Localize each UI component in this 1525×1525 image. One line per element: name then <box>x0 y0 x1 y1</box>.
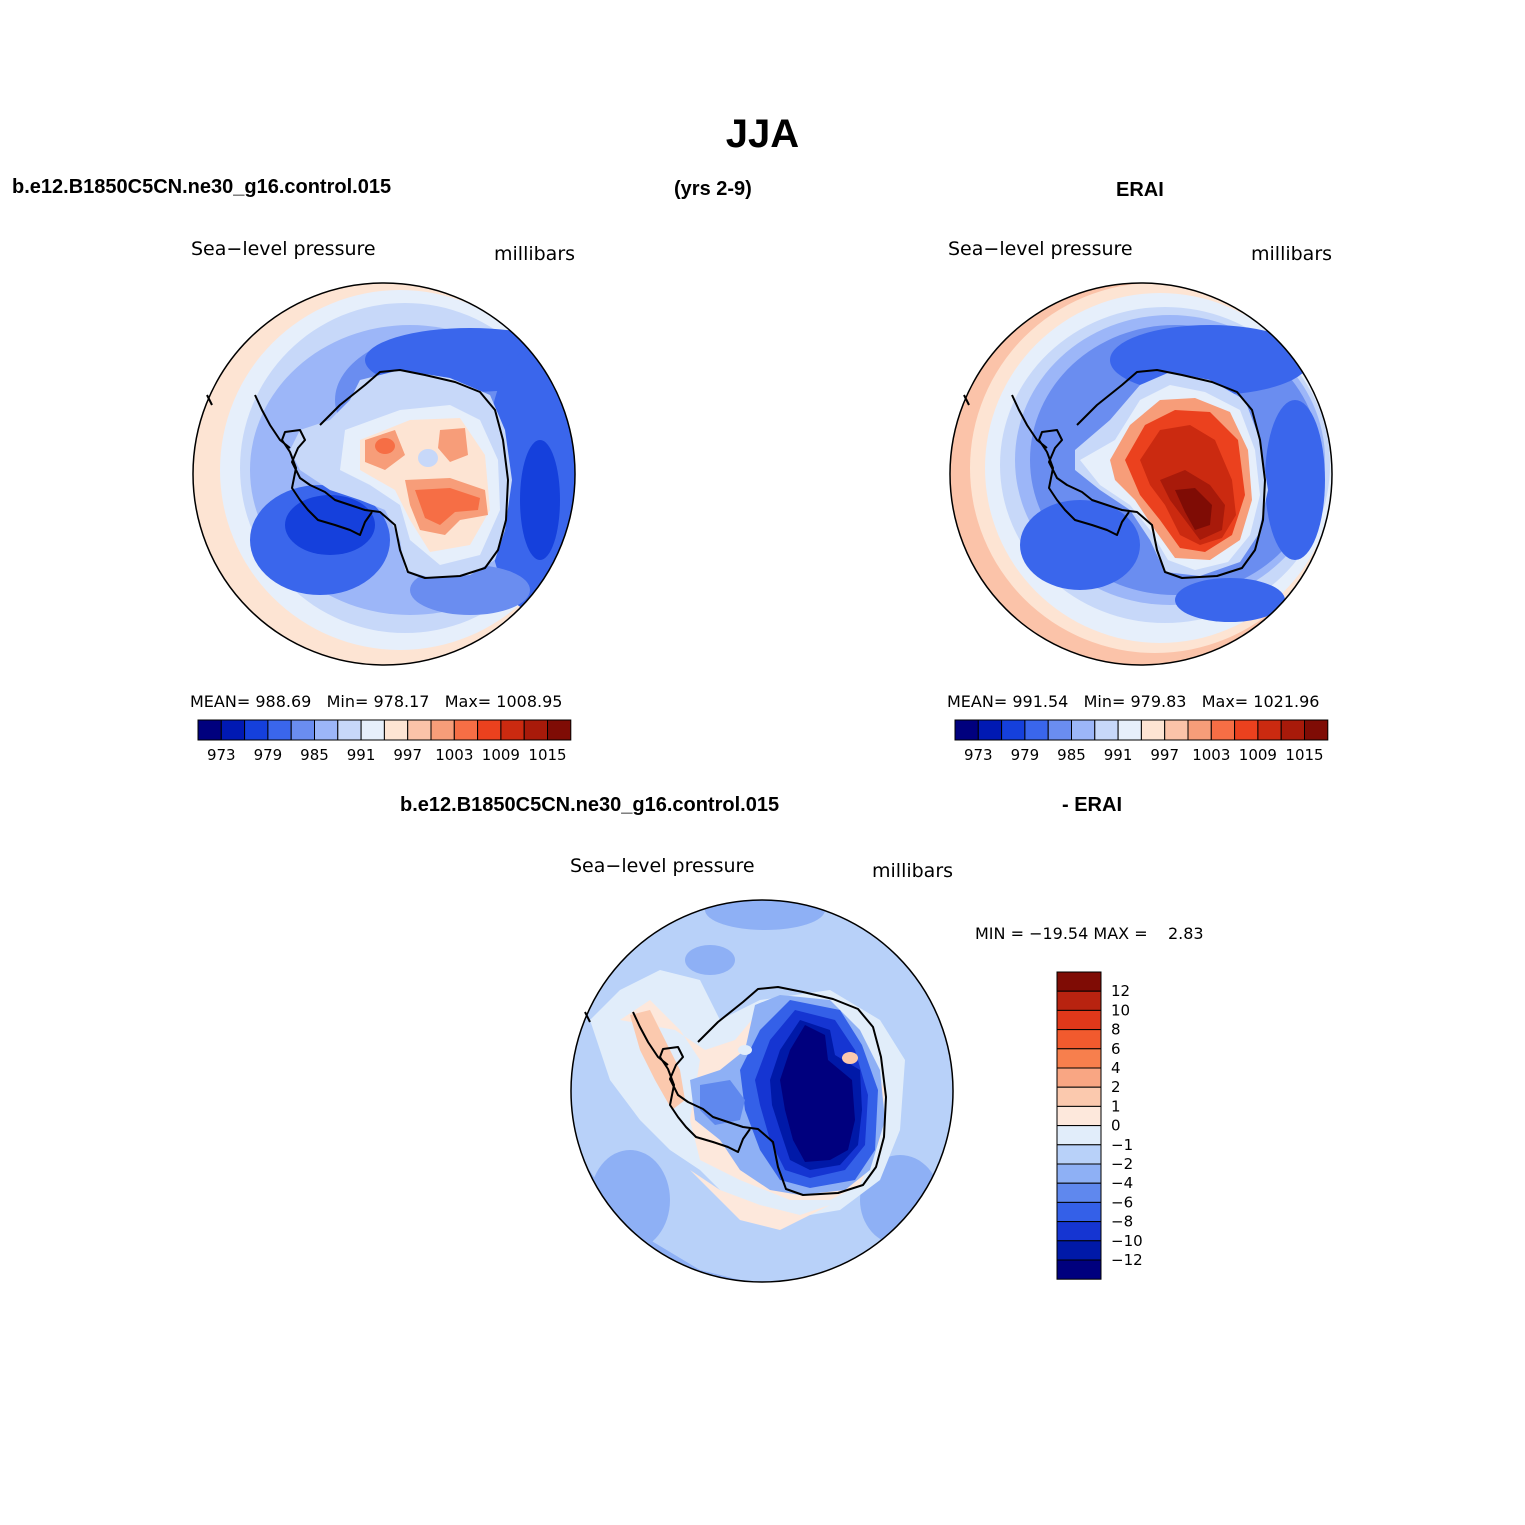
diff-suffix-label: - ERAI <box>1062 794 1122 816</box>
diff-units-label: millibars <box>872 860 954 882</box>
model-variable-label: Sea−level pressure <box>191 238 376 260</box>
obs-colorbar-tick-label: 1003 <box>1192 746 1230 764</box>
diff-max-value: 2.83 <box>1167 924 1204 943</box>
diff-colorbar-box <box>1056 1048 1102 1069</box>
diff-colorbar-tick-label: −1 <box>1111 1136 1133 1154</box>
diff-colorbar-box <box>1056 1259 1102 1280</box>
obs-units-label: millibars <box>1251 243 1333 265</box>
obs-colorbar-tick-label: 991 <box>1104 746 1133 764</box>
obs-max-label: Max= <box>1201 692 1249 711</box>
model-colorbar-tick-label: 979 <box>254 746 283 764</box>
diff-colorbar-box <box>1056 1240 1102 1261</box>
diff-colorbar-box <box>1056 990 1102 1011</box>
model-colorbar-tick-label: 991 <box>347 746 376 764</box>
diff-colorbar-tick-label: 8 <box>1111 1021 1121 1039</box>
diff-variable-label: Sea−level pressure <box>570 855 755 877</box>
obs-colorbar: 973 979 985 991 997 1003 1009 1015 <box>954 719 1329 764</box>
diff-colorbar-tick-label: −8 <box>1111 1213 1133 1231</box>
diff-colorbar-tick-label: 12 <box>1111 982 1130 1000</box>
obs-mean-label: MEAN= <box>947 692 1008 711</box>
diff-colorbar-box <box>1056 1125 1102 1146</box>
model-colorbar: 973 979 985 991 997 1003 1009 1015 <box>197 719 572 764</box>
model-colorbar-tick-label: 997 <box>393 746 422 764</box>
left-case-label: b.e12.B1850C5CN.ne30_g16.control.015 <box>12 176 392 198</box>
model-colorbar-tick-label: 1015 <box>528 746 566 764</box>
diff-colorbar-box <box>1056 1221 1102 1242</box>
diff-colorbar-box <box>1056 1009 1102 1031</box>
diff-colorbar-tick-label: 1 <box>1111 1097 1121 1115</box>
diff-colorbar-tick-label: −10 <box>1111 1232 1143 1250</box>
obs-colorbar-tick-label: 1009 <box>1239 746 1277 764</box>
diff-colorbar-box <box>1056 1201 1102 1223</box>
diff-colorbar-box <box>1056 1144 1102 1165</box>
obs-stats: MEAN= 991.54 Min= 979.83 Max= 1021.96 <box>947 692 1319 711</box>
obs-colorbar-tick-label: 985 <box>1057 746 1086 764</box>
diff-colorbar-tick-label: 10 <box>1111 1001 1130 1019</box>
model-units-label: millibars <box>494 243 576 265</box>
diff-colorbar-box <box>1056 1105 1102 1127</box>
model-min-label: Min= <box>326 692 369 711</box>
model-max-label: Max= <box>444 692 492 711</box>
obs-max-value: 1021.96 <box>1253 692 1320 711</box>
obs-min-value: 979.83 <box>1130 692 1187 711</box>
diff-colorbar-tick-label: −6 <box>1111 1193 1133 1211</box>
diff-max-label: MAX = <box>1093 924 1148 943</box>
diff-colorbar-tick-label: −2 <box>1111 1155 1133 1173</box>
diff-min-value: −19.54 <box>1029 924 1089 943</box>
model-colorbar-tick-label: 973 <box>207 746 236 764</box>
obs-colorbar-box <box>1304 719 1329 741</box>
model-colorbar-box <box>547 719 572 741</box>
diff-colorbar-box <box>1056 1086 1102 1107</box>
diff-colorbar-tick-label: 0 <box>1111 1117 1121 1135</box>
years-label: (yrs 2-9) <box>674 178 752 200</box>
figure-title: JJA <box>725 112 800 156</box>
diff-colorbar-tick-label: −4 <box>1111 1174 1133 1192</box>
model-stats: MEAN= 988.69 Min= 978.17 Max= 1008.95 <box>190 692 562 711</box>
diff-colorbar-tick-label: 6 <box>1111 1040 1121 1058</box>
diff-stats: MIN = −19.54 MAX = 2.83 <box>975 924 1204 943</box>
obs-colorbar-tick-label: 979 <box>1011 746 1040 764</box>
model-colorbar-tick-label: 1003 <box>435 746 473 764</box>
diff-colorbar-box <box>1056 1067 1102 1088</box>
obs-colorbar-tick-label: 997 <box>1150 746 1179 764</box>
obs-min-label: Min= <box>1083 692 1126 711</box>
obs-colorbar-tick-label: 1015 <box>1285 746 1323 764</box>
model-colorbar-tick-label: 985 <box>300 746 329 764</box>
diff-colorbar-box <box>1056 1163 1102 1184</box>
model-min-value: 978.17 <box>373 692 430 711</box>
model-mean-label: MEAN= <box>190 692 251 711</box>
model-max-value: 1008.95 <box>496 692 563 711</box>
obs-variable-label: Sea−level pressure <box>948 238 1133 260</box>
diff-colorbar-tick-label: −12 <box>1111 1251 1143 1269</box>
diff-colorbar-tick-label: 2 <box>1111 1078 1121 1096</box>
diff-min-label: MIN = <box>975 924 1024 943</box>
diff-colorbar-box <box>1056 1182 1102 1203</box>
diff-case-label: b.e12.B1850C5CN.ne30_g16.control.015 <box>400 794 780 816</box>
diff-colorbar-box <box>1056 1029 1102 1050</box>
right-case-label: ERAI <box>1116 179 1164 201</box>
model-colorbar-tick-label: 1009 <box>482 746 520 764</box>
obs-colorbar-tick-label: 973 <box>964 746 993 764</box>
obs-mean-value: 991.54 <box>1012 692 1069 711</box>
model-mean-value: 988.69 <box>255 692 312 711</box>
diff-colorbar-box <box>1056 971 1102 992</box>
diff-colorbar-tick-label: 4 <box>1111 1059 1121 1077</box>
